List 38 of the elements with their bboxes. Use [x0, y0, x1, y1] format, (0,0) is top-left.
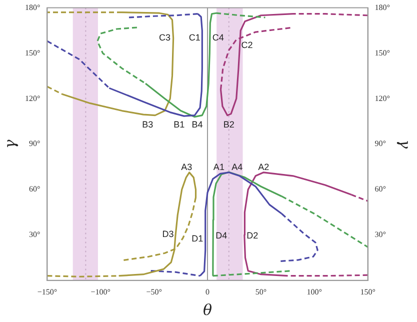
annotation: D2 — [246, 230, 258, 240]
y-tick-label: 60° — [28, 184, 40, 194]
y2-tick-label: 180° — [374, 2, 390, 12]
y2-tick-label: 60° — [374, 184, 386, 194]
annotation: B2 — [223, 119, 234, 130]
y2-tick-label: 90° — [374, 139, 386, 148]
annotation: A2 — [258, 162, 270, 172]
annotation: D4 — [216, 230, 228, 240]
y2-tick-label: 150° — [374, 48, 390, 58]
annotation: B1 — [174, 119, 185, 130]
x-tick-label: 50° — [255, 287, 267, 296]
y2-tick-label: 30° — [374, 230, 386, 240]
y-tick-label: 150° — [24, 48, 40, 58]
annotation: A3 — [181, 162, 192, 172]
annotation: C4 — [212, 32, 224, 43]
annotation: D3 — [162, 228, 174, 239]
annotation: B3 — [142, 119, 154, 130]
x-tick-label: −150° — [37, 287, 58, 296]
x-tick-label: −50° — [146, 287, 162, 296]
y2-tick-label: 120° — [374, 94, 390, 103]
annotation: A4 — [232, 162, 243, 172]
annotation: A1 — [213, 162, 224, 172]
y-axis-title: γ — [0, 140, 19, 149]
y-tick-label: 120° — [24, 94, 40, 103]
x-tick-label: 100° — [306, 287, 322, 296]
annotation: D1 — [192, 234, 204, 244]
annotation: C3 — [158, 32, 171, 43]
x-tick-label: −100° — [90, 287, 110, 296]
annotation: C1 — [188, 32, 200, 43]
annotation: C2 — [241, 40, 253, 50]
y-tick-label: 90° — [28, 139, 40, 148]
x-tick-label: 0 — [206, 287, 210, 296]
annotation: B4 — [192, 119, 203, 130]
y-tick-label: 30° — [28, 230, 40, 240]
x-tick-label: 150° — [360, 287, 376, 296]
y2-axis-title: γ — [396, 140, 414, 149]
x-axis-title: θ — [202, 300, 212, 319]
y-tick-label: 180° — [24, 2, 40, 12]
